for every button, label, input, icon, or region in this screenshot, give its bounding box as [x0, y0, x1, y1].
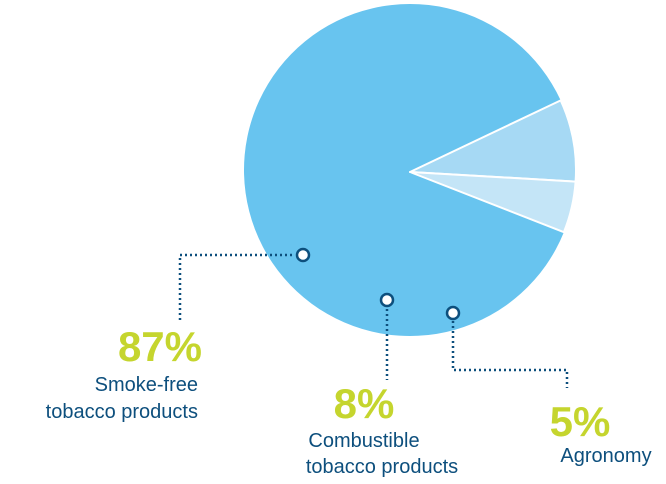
slice-label-agronomy: Agronomy	[560, 445, 651, 467]
pie-slices	[243, 3, 577, 336]
slice-label-combustible-line1: Combustible	[308, 430, 419, 452]
slice-label-combustible-line2: tobacco products	[306, 456, 458, 478]
pie-slice-smoke-free	[243, 3, 564, 336]
marker-agronomy	[445, 305, 461, 321]
marker-smoke-free	[295, 247, 311, 263]
slice-percent-combustible: 8%	[334, 380, 395, 427]
slice-label-smoke-free-line1: Smoke-free	[95, 374, 198, 396]
leader-lines	[178, 247, 569, 388]
marker-combustible	[379, 292, 395, 308]
leader-line-agronomy	[451, 321, 569, 388]
leader-line-smoke-free	[178, 253, 292, 322]
slice-percent-agronomy: 5%	[550, 398, 611, 445]
slice-percent-smoke-free: 87%	[118, 323, 202, 370]
pie-slice-agronomy	[409, 171, 577, 234]
slice-label-smoke-free-line2: tobacco products	[46, 401, 198, 423]
